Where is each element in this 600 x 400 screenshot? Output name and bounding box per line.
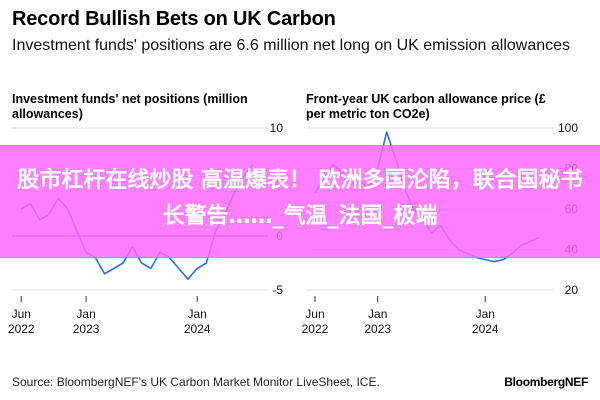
right-x-tick-label: Jun — [305, 307, 324, 321]
left-y-tick-label: -5 — [272, 283, 283, 297]
right-x-tick-sublabel: 2022 — [302, 322, 329, 336]
left-x-tick-label: Jun — [12, 307, 31, 321]
left-x-tick-label: Jan — [76, 307, 95, 321]
left-x-tick-sublabel: 2023 — [73, 322, 100, 336]
source-note: Source: BloombergNEF's UK Carbon Market … — [12, 375, 380, 389]
left-x-tick-sublabel: 2022 — [8, 322, 35, 336]
chart-subtitle: Investment funds' positions are 6.6 mill… — [12, 37, 571, 54]
brand-logo: BloombergNEF — [504, 375, 588, 389]
right-x-tick-label: Jan — [476, 307, 495, 321]
left-x-tick-sublabel: 2024 — [184, 322, 211, 336]
right-y-tick-label: 100 — [558, 121, 578, 135]
overlay-banner — [0, 145, 600, 258]
overlay-banner-text: 股市杠杆在线炒股 高温爆表！ 欧洲多国沦陷，联合国秘书长警告……_气温_法国_极… — [17, 168, 583, 229]
left-panel-title: Investment funds' net positions (million… — [12, 92, 248, 121]
right-y-tick-label: 20 — [565, 283, 579, 297]
left-y-tick-label: 10 — [270, 121, 284, 135]
right-x-tick-sublabel: 2024 — [472, 322, 499, 336]
chart-title: Record Bullish Bets on UK Carbon — [12, 8, 336, 30]
right-x-tick-sublabel: 2023 — [364, 322, 391, 336]
right-x-tick-label: Jan — [368, 307, 387, 321]
right-panel-title: Front-year UK carbon allowance price (£ … — [306, 92, 546, 121]
left-x-tick-label: Jan — [188, 307, 207, 321]
